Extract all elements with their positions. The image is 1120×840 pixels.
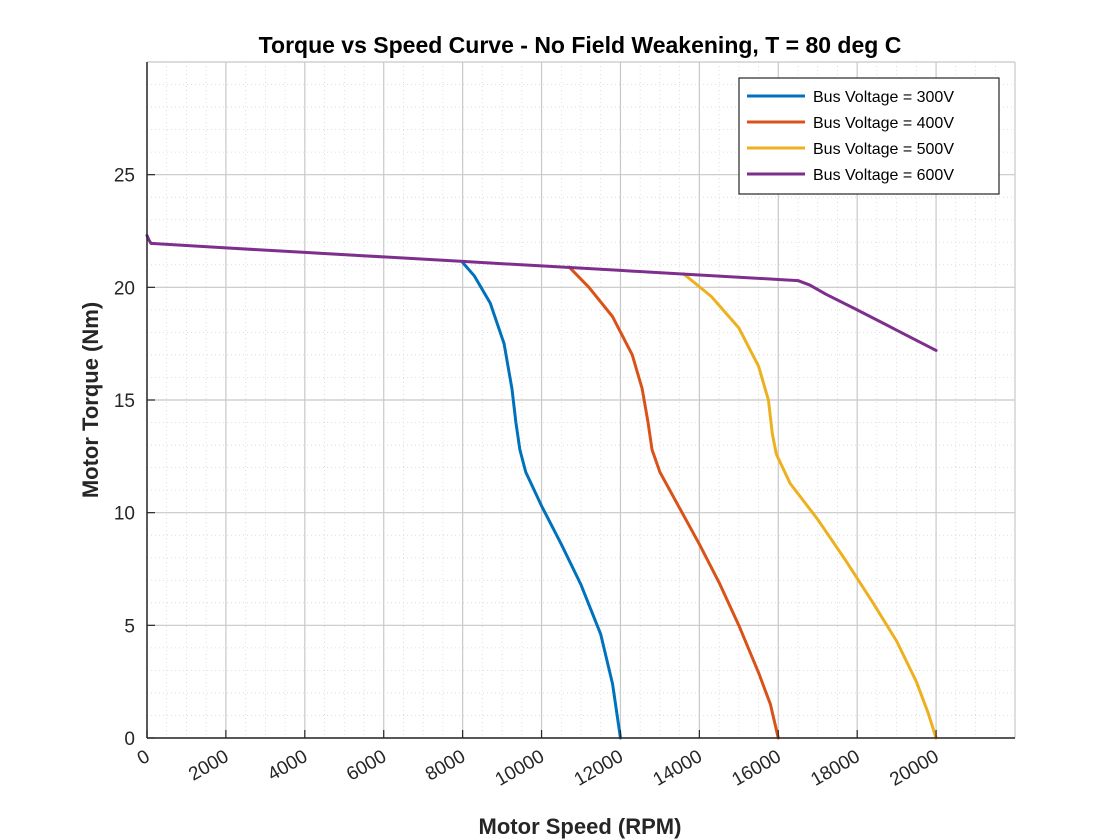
y-axis-label: Motor Torque (Nm): [78, 302, 103, 498]
legend-label: Bus Voltage = 300V: [813, 89, 954, 106]
legend-label: Bus Voltage = 500V: [813, 141, 954, 158]
y-tick-label: 25: [114, 166, 135, 187]
y-tick-label: 20: [114, 278, 135, 299]
series-line-1: [461, 261, 622, 740]
series-layer: [145, 234, 938, 740]
y-tick-label: 15: [114, 391, 135, 412]
legend-label: Bus Voltage = 600V: [813, 167, 954, 184]
series-line-2: [567, 265, 780, 740]
y-tick-label: 0: [124, 729, 135, 750]
series-line-3: [682, 272, 938, 740]
chart-title: Torque vs Speed Curve - No Field Weakeni…: [259, 32, 902, 58]
y-tick-label: 5: [124, 616, 135, 637]
legend: Bus Voltage = 300V Bus Voltage = 400V Bus …: [738, 77, 1000, 195]
y-tick-label: 10: [114, 504, 135, 525]
series-line-4: [145, 234, 938, 352]
legend-label: Bus Voltage = 400V: [813, 115, 954, 132]
x-axis-label: Motor Speed (RPM): [479, 814, 682, 839]
